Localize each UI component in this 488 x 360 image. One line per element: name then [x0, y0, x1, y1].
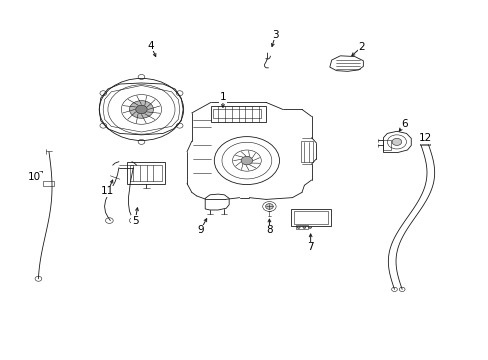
Circle shape: [136, 105, 147, 114]
Text: 6: 6: [401, 118, 407, 129]
Text: 11: 11: [101, 186, 114, 196]
Bar: [43, 181, 54, 186]
Bar: [294, 211, 327, 224]
Text: 8: 8: [265, 225, 272, 235]
Text: 10: 10: [28, 172, 41, 182]
Bar: [419, 142, 429, 145]
Bar: [130, 165, 162, 181]
Circle shape: [391, 138, 401, 145]
Text: 1: 1: [219, 92, 226, 102]
Circle shape: [241, 156, 252, 165]
Circle shape: [308, 226, 311, 228]
Circle shape: [297, 226, 300, 228]
Text: 5: 5: [132, 216, 138, 226]
Bar: [383, 140, 390, 150]
Bar: [301, 141, 312, 162]
Text: 4: 4: [147, 41, 154, 51]
Circle shape: [129, 101, 153, 118]
Bar: [291, 209, 330, 226]
Text: 2: 2: [358, 42, 365, 51]
Text: 9: 9: [197, 225, 203, 235]
Bar: [213, 109, 261, 118]
Bar: [127, 162, 165, 184]
Circle shape: [265, 204, 273, 209]
Text: 7: 7: [306, 242, 313, 252]
Bar: [296, 225, 307, 229]
Text: 3: 3: [272, 30, 278, 40]
Bar: [210, 106, 265, 122]
Circle shape: [303, 226, 305, 228]
Text: 12: 12: [418, 133, 431, 143]
